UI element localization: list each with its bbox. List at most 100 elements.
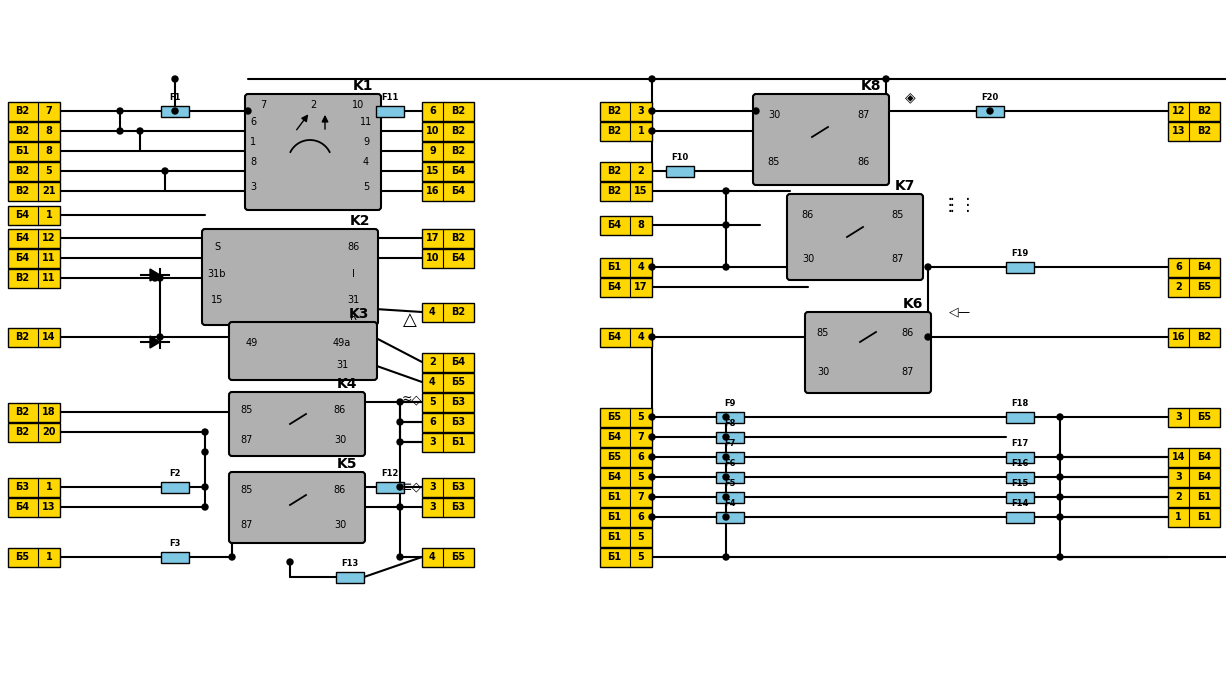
Circle shape [723, 494, 729, 500]
Text: В2: В2 [1198, 126, 1211, 136]
Text: Б4: Б4 [1198, 452, 1211, 462]
Text: В2: В2 [607, 126, 622, 136]
Text: F8: F8 [725, 419, 736, 428]
FancyBboxPatch shape [716, 412, 744, 423]
Text: Б3: Б3 [451, 417, 466, 427]
Circle shape [202, 429, 208, 435]
Text: Б4: Б4 [607, 220, 622, 230]
Circle shape [397, 484, 403, 490]
Text: 87: 87 [240, 520, 254, 530]
Circle shape [287, 559, 293, 565]
Text: F10: F10 [672, 153, 689, 162]
Circle shape [137, 128, 143, 134]
Text: 86: 86 [902, 328, 915, 338]
Circle shape [157, 275, 163, 281]
FancyBboxPatch shape [422, 121, 474, 140]
FancyBboxPatch shape [1168, 257, 1220, 276]
FancyBboxPatch shape [9, 328, 60, 346]
Text: 2: 2 [429, 357, 435, 367]
Text: F5: F5 [725, 480, 736, 489]
FancyBboxPatch shape [202, 229, 378, 325]
Text: F19: F19 [1011, 250, 1029, 258]
Text: 85: 85 [240, 405, 254, 415]
FancyBboxPatch shape [9, 423, 60, 441]
Text: F2: F2 [169, 470, 180, 478]
FancyBboxPatch shape [9, 228, 60, 248]
Text: Б1: Б1 [607, 512, 622, 522]
FancyBboxPatch shape [336, 571, 364, 582]
Circle shape [649, 494, 655, 500]
Text: 14: 14 [43, 332, 56, 342]
Circle shape [723, 434, 729, 440]
FancyBboxPatch shape [9, 101, 60, 121]
Text: 1: 1 [45, 482, 53, 492]
Text: 10: 10 [425, 126, 439, 136]
Polygon shape [150, 269, 161, 281]
Text: Б4: Б4 [15, 502, 29, 512]
Text: F11: F11 [381, 94, 398, 103]
Text: 20: 20 [43, 427, 56, 437]
FancyBboxPatch shape [422, 373, 474, 391]
FancyBboxPatch shape [716, 471, 744, 482]
FancyBboxPatch shape [422, 228, 474, 248]
Circle shape [1057, 494, 1063, 500]
Circle shape [883, 76, 889, 82]
FancyBboxPatch shape [600, 487, 652, 507]
FancyBboxPatch shape [1007, 262, 1034, 273]
Circle shape [649, 454, 655, 460]
Text: 5: 5 [638, 552, 645, 562]
Text: 6: 6 [429, 417, 435, 427]
Text: 5: 5 [638, 412, 645, 422]
Text: 31b: 31b [207, 269, 227, 279]
Text: 11: 11 [43, 253, 56, 263]
Text: 86: 86 [858, 157, 870, 167]
FancyBboxPatch shape [422, 303, 474, 321]
FancyBboxPatch shape [422, 162, 474, 180]
Circle shape [397, 439, 403, 445]
Circle shape [924, 334, 931, 340]
Circle shape [1057, 554, 1063, 560]
Text: 6: 6 [429, 106, 435, 116]
FancyBboxPatch shape [422, 477, 474, 496]
FancyBboxPatch shape [1007, 412, 1034, 423]
FancyBboxPatch shape [1168, 328, 1220, 346]
Text: 2: 2 [1175, 282, 1182, 292]
Circle shape [649, 76, 655, 82]
Text: 16: 16 [425, 186, 439, 196]
FancyBboxPatch shape [9, 182, 60, 201]
Circle shape [723, 188, 729, 194]
Circle shape [1057, 414, 1063, 420]
FancyBboxPatch shape [422, 548, 474, 566]
FancyBboxPatch shape [600, 162, 652, 180]
FancyBboxPatch shape [600, 216, 652, 235]
Text: ⋮⋮: ⋮⋮ [943, 196, 977, 214]
FancyBboxPatch shape [805, 312, 931, 393]
Text: 30: 30 [333, 520, 346, 530]
Text: 13: 13 [1172, 126, 1186, 136]
FancyBboxPatch shape [1168, 101, 1220, 121]
Text: В2: В2 [15, 427, 29, 437]
FancyBboxPatch shape [600, 278, 652, 296]
Text: 4: 4 [638, 262, 645, 272]
Text: 8: 8 [250, 157, 256, 167]
Circle shape [397, 554, 403, 560]
Circle shape [1057, 474, 1063, 480]
Text: 5: 5 [429, 397, 435, 407]
FancyBboxPatch shape [1007, 471, 1034, 482]
Text: Б4: Б4 [451, 186, 466, 196]
FancyBboxPatch shape [9, 142, 60, 160]
FancyBboxPatch shape [9, 477, 60, 496]
Text: 15: 15 [425, 166, 439, 176]
Text: 85: 85 [240, 485, 254, 495]
FancyBboxPatch shape [1168, 468, 1220, 486]
Text: 3: 3 [429, 502, 435, 512]
Circle shape [157, 334, 163, 340]
Circle shape [397, 419, 403, 425]
Circle shape [723, 264, 729, 270]
FancyBboxPatch shape [600, 328, 652, 346]
Text: В2: В2 [15, 166, 29, 176]
Circle shape [202, 449, 208, 455]
Text: В2: В2 [1198, 332, 1211, 342]
Text: 86: 86 [802, 210, 814, 220]
FancyBboxPatch shape [9, 403, 60, 421]
